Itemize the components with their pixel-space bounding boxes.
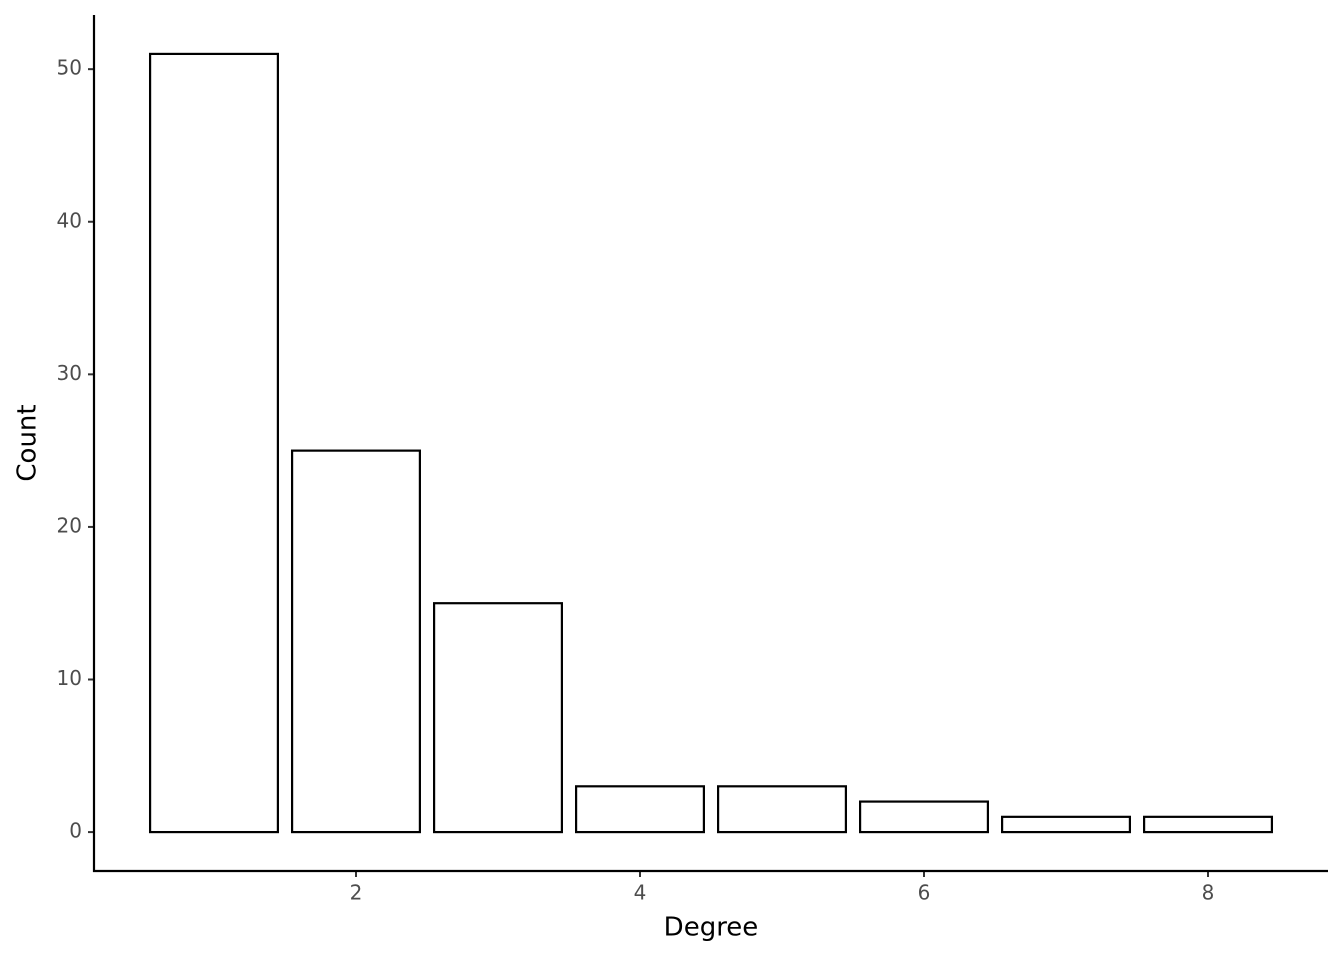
bar: [717, 785, 848, 834]
x-tick-label: 6: [918, 881, 931, 905]
bar: [148, 52, 279, 834]
bar: [1143, 815, 1274, 834]
y-axis-title: Count: [13, 404, 43, 481]
bar: [290, 449, 421, 834]
x-tick-label: 4: [634, 881, 647, 905]
y-tick-label: 10: [57, 666, 82, 690]
x-axis-title: Degree: [664, 913, 759, 943]
bar: [432, 602, 563, 834]
x-tick-label: 8: [1202, 881, 1215, 905]
y-tick-label: 20: [57, 513, 82, 537]
y-tick-label: 50: [57, 56, 82, 80]
bar: [859, 800, 990, 834]
y-tick-label: 30: [57, 361, 82, 385]
y-tick-label: 0: [69, 819, 82, 843]
bar: [574, 785, 705, 834]
bar: [1001, 815, 1132, 834]
y-tick-label: 40: [57, 208, 82, 232]
x-tick-label: 2: [350, 881, 363, 905]
